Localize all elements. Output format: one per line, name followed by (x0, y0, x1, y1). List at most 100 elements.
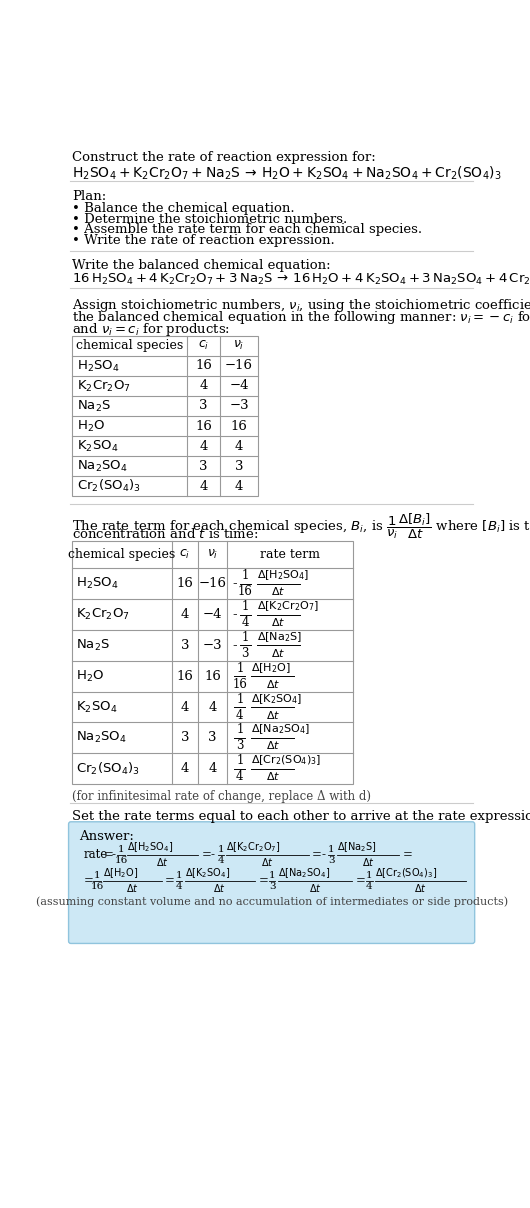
Text: 1: 1 (118, 844, 125, 854)
Text: 1: 1 (236, 692, 244, 705)
Text: $\Delta[\mathrm{K_2Cr_2O_7}]$: $\Delta[\mathrm{K_2Cr_2O_7}]$ (257, 599, 319, 614)
Text: 4: 4 (199, 440, 208, 453)
Text: Construct the rate of reaction expression for:: Construct the rate of reaction expressio… (73, 151, 376, 164)
Text: 3: 3 (328, 856, 334, 865)
Text: $\mathrm{H_2O}$: $\mathrm{H_2O}$ (77, 418, 105, 434)
Text: 16: 16 (176, 669, 193, 683)
Text: 1: 1 (328, 844, 334, 854)
Text: $\mathrm{H_2O}$: $\mathrm{H_2O}$ (76, 669, 104, 684)
Text: 1: 1 (94, 871, 101, 879)
Text: −3: −3 (229, 400, 249, 412)
Text: $\Delta[\mathrm{H_2SO_4}]$: $\Delta[\mathrm{H_2SO_4}]$ (128, 840, 174, 854)
Text: The rate term for each chemical species, $B_i$, is $\dfrac{1}{\nu_i}\dfrac{\Delt: The rate term for each chemical species,… (73, 511, 530, 541)
Text: 3: 3 (236, 739, 244, 753)
Text: 16: 16 (231, 419, 248, 432)
Bar (73, 336, 259, 496)
Text: 16: 16 (195, 360, 212, 372)
Text: $\Delta[\mathrm{Na_2SO_4}]$: $\Delta[\mathrm{Na_2SO_4}]$ (278, 866, 330, 879)
Text: $\mathrm{H_2SO_4}$: $\mathrm{H_2SO_4}$ (76, 576, 119, 592)
Text: 4: 4 (181, 762, 189, 776)
Text: −16: −16 (199, 577, 227, 591)
Text: =: = (83, 875, 93, 888)
Text: 1: 1 (176, 871, 182, 879)
Text: $\Delta[\mathrm{H_2O}]$: $\Delta[\mathrm{H_2O}]$ (251, 661, 292, 675)
Text: $\Delta t$: $\Delta t$ (266, 771, 280, 783)
Text: 16: 16 (195, 419, 212, 432)
Text: 3: 3 (242, 647, 249, 660)
Text: 4: 4 (217, 856, 224, 865)
Text: 16: 16 (176, 577, 193, 591)
Text: $\Delta t$: $\Delta t$ (271, 647, 285, 660)
Text: 16: 16 (204, 669, 221, 683)
Text: the balanced chemical equation in the following manner: $\nu_i = -c_i$ for react: the balanced chemical equation in the fo… (73, 309, 530, 326)
Text: $16\,\mathrm{H_2SO_4} + 4\,\mathrm{K_2Cr_2O_7} + 3\,\mathrm{Na_2S}$$\,\rightarro: $16\,\mathrm{H_2SO_4} + 4\,\mathrm{K_2Cr… (73, 272, 530, 288)
Text: $\Delta t$: $\Delta t$ (156, 856, 169, 869)
Text: 1: 1 (242, 631, 249, 644)
Text: 3: 3 (269, 882, 276, 892)
Text: -: - (232, 608, 237, 621)
Text: chemical species: chemical species (76, 339, 183, 353)
Text: 1: 1 (217, 844, 224, 854)
Text: $\Delta[\mathrm{Cr_2(SO_4)_3}]$: $\Delta[\mathrm{Cr_2(SO_4)_3}]$ (251, 754, 322, 767)
Text: 4: 4 (181, 701, 189, 714)
Text: =: = (312, 848, 322, 861)
Text: 3: 3 (208, 731, 217, 744)
Text: $\Delta t$: $\Delta t$ (361, 856, 374, 869)
Text: $c_i$: $c_i$ (179, 548, 190, 562)
Text: 1: 1 (269, 871, 276, 879)
Text: 1: 1 (236, 754, 244, 767)
Text: $\Delta[\mathrm{H_2SO_4}]$: $\Delta[\mathrm{H_2SO_4}]$ (257, 569, 309, 582)
Text: $\mathrm{Cr_2(SO_4)_3}$: $\mathrm{Cr_2(SO_4)_3}$ (77, 478, 141, 494)
Text: −3: −3 (203, 639, 223, 652)
Text: 4: 4 (366, 882, 373, 892)
Text: 3: 3 (181, 731, 189, 744)
Text: $\mathrm{H_2SO_4}$: $\mathrm{H_2SO_4}$ (77, 359, 120, 373)
Text: • Assemble the rate term for each chemical species.: • Assemble the rate term for each chemic… (73, 223, 422, 237)
Text: 1: 1 (236, 662, 244, 675)
Text: concentration and $t$ is time:: concentration and $t$ is time: (73, 527, 259, 541)
Text: $\Delta t$: $\Delta t$ (266, 709, 280, 721)
Text: −16: −16 (225, 360, 253, 372)
Text: • Balance the chemical equation.: • Balance the chemical equation. (73, 202, 295, 215)
Text: =: = (402, 848, 412, 861)
Text: 1: 1 (242, 600, 249, 614)
Text: $\Delta[\mathrm{H_2O}]$: $\Delta[\mathrm{H_2O}]$ (103, 866, 139, 879)
Text: $\Delta[\mathrm{Na_2SO_4}]$: $\Delta[\mathrm{Na_2SO_4}]$ (251, 722, 311, 737)
Text: $\mathrm{K_2Cr_2O_7}$: $\mathrm{K_2Cr_2O_7}$ (77, 378, 131, 394)
Text: 1: 1 (236, 724, 244, 737)
Text: $\Delta t$: $\Delta t$ (271, 616, 285, 628)
Text: 4: 4 (236, 709, 244, 721)
Text: $\mathrm{K_2SO_4}$: $\mathrm{K_2SO_4}$ (77, 439, 119, 453)
Text: Write the balanced chemical equation:: Write the balanced chemical equation: (73, 259, 331, 272)
Text: -: - (232, 577, 237, 591)
Text: 4: 4 (236, 771, 244, 783)
Text: $\Delta t$: $\Delta t$ (126, 882, 139, 894)
Text: $\Delta t$: $\Delta t$ (266, 678, 280, 690)
Text: rate: rate (83, 848, 108, 861)
Text: $\Delta[\mathrm{Na_2S}]$: $\Delta[\mathrm{Na_2S}]$ (257, 631, 302, 644)
Text: Set the rate terms equal to each other to arrive at the rate expression:: Set the rate terms equal to each other t… (73, 811, 530, 823)
Text: −4: −4 (203, 608, 223, 621)
Text: $\mathrm{Na_2S}$: $\mathrm{Na_2S}$ (77, 399, 111, 413)
Text: =: = (201, 848, 211, 861)
Text: 4: 4 (199, 379, 208, 393)
Text: -: - (111, 848, 115, 861)
Text: 4: 4 (181, 608, 189, 621)
Text: =: = (258, 875, 268, 888)
Text: 4: 4 (176, 882, 182, 892)
Text: $\nu_i$: $\nu_i$ (207, 548, 218, 562)
Text: $\mathrm{Na_2SO_4}$: $\mathrm{Na_2SO_4}$ (76, 731, 127, 745)
Text: 4: 4 (235, 480, 243, 493)
Text: $\Delta t$: $\Delta t$ (308, 882, 321, 894)
Text: =: = (165, 875, 175, 888)
Text: $\Delta t$: $\Delta t$ (214, 882, 226, 894)
Text: 4: 4 (242, 616, 249, 629)
Text: • Determine the stoichiometric numbers.: • Determine the stoichiometric numbers. (73, 213, 348, 226)
Text: =: = (103, 848, 113, 861)
Text: rate term: rate term (260, 548, 320, 561)
Text: =: = (356, 875, 365, 888)
Text: chemical species: chemical species (68, 548, 175, 561)
Text: $\mathrm{Na_2S}$: $\mathrm{Na_2S}$ (76, 638, 110, 654)
Text: $c_i$: $c_i$ (198, 339, 209, 353)
Text: (for infinitesimal rate of change, replace Δ with d): (for infinitesimal rate of change, repla… (73, 790, 372, 803)
